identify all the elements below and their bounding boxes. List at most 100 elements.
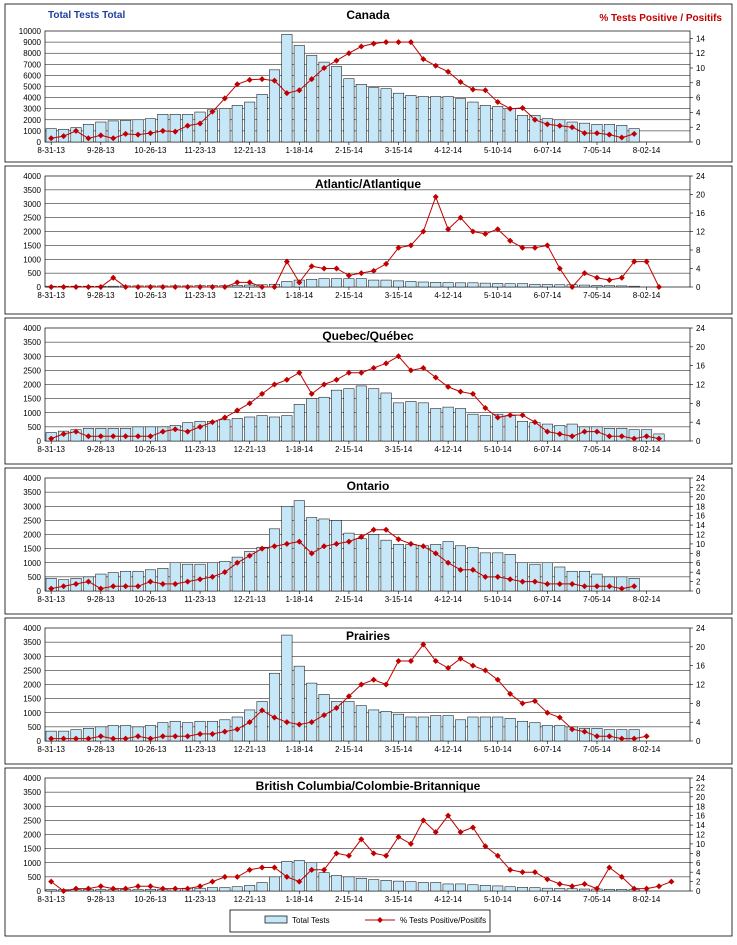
chart-title: Atlantic/Atlantique xyxy=(315,177,421,191)
bar xyxy=(529,563,541,592)
x-tick-label: 10-26-13 xyxy=(134,745,167,754)
positivity-point xyxy=(407,242,414,249)
positivity-point xyxy=(407,540,414,547)
positivity-point xyxy=(110,885,117,892)
bar xyxy=(269,876,280,892)
y-tick-label: 1000 xyxy=(23,709,41,718)
chart-title: Canada xyxy=(346,8,390,22)
y2-tick-label: 20 xyxy=(696,643,705,652)
y-tick-label: 2500 xyxy=(23,366,41,375)
y-tick-label: 10000 xyxy=(19,27,42,36)
positivity-point xyxy=(308,866,315,873)
positivity-point xyxy=(445,665,452,672)
y-tick-label: 3000 xyxy=(23,802,41,811)
positivity-point xyxy=(383,39,390,46)
positivity-point xyxy=(246,866,253,873)
bar xyxy=(281,281,293,288)
positivity-point xyxy=(469,662,476,669)
x-tick-label: 12-21-13 xyxy=(234,595,267,604)
y2-tick-label: 0 xyxy=(696,737,701,746)
positivity-point xyxy=(631,258,638,265)
positivity-point xyxy=(184,885,191,892)
positivity-point xyxy=(519,104,526,111)
bar xyxy=(306,278,318,288)
positivity-point xyxy=(197,423,204,430)
x-tick-label: 7-05-14 xyxy=(583,595,611,604)
y2-tick-label: 16 xyxy=(696,512,705,521)
bar xyxy=(492,413,504,442)
positivity-point xyxy=(122,885,129,892)
bar xyxy=(306,398,318,442)
bar xyxy=(219,419,231,442)
bar xyxy=(393,713,404,742)
y2-tick-label: 24 xyxy=(696,324,705,333)
positivity-point xyxy=(308,263,315,270)
y-tick-label: 4000 xyxy=(23,624,41,633)
y-tick-label: 1500 xyxy=(23,395,41,404)
bar xyxy=(591,573,603,592)
positivity-point xyxy=(321,543,328,550)
x-tick-label: 11-23-13 xyxy=(184,595,216,604)
positivity-point xyxy=(234,407,241,414)
positivity-point xyxy=(271,284,278,290)
positivity-point xyxy=(593,428,600,435)
positivity-point xyxy=(544,876,551,883)
x-tick-label: 9-28-13 xyxy=(87,595,115,604)
y-tick-label: 3500 xyxy=(23,788,41,797)
y2-tick-label: 4 xyxy=(696,568,701,577)
positivity-point xyxy=(531,244,538,251)
chart-title: Ontario xyxy=(347,479,390,493)
bar xyxy=(343,532,355,592)
positivity-point xyxy=(234,81,241,88)
positivity-point xyxy=(283,719,290,726)
x-tick-label: 7-05-14 xyxy=(583,895,611,904)
y-tick-label: 8000 xyxy=(23,49,41,58)
positivity-point xyxy=(469,566,476,573)
bar xyxy=(281,506,293,592)
positivity-point xyxy=(172,426,179,433)
bar xyxy=(541,887,553,892)
positivity-point xyxy=(593,130,600,137)
y2-tick-label: 4 xyxy=(696,265,701,274)
bar xyxy=(244,416,256,442)
bar xyxy=(504,415,516,442)
positivity-point xyxy=(432,657,439,664)
positivity-point xyxy=(209,730,216,737)
positivity-point xyxy=(159,580,166,587)
x-tick-label: 10-26-13 xyxy=(134,291,167,300)
y2-tick-label: 2 xyxy=(696,878,701,887)
positivity-point xyxy=(395,657,402,664)
positivity-point xyxy=(221,728,228,735)
y2-tick-label: 2 xyxy=(696,578,701,587)
positivity-point xyxy=(655,284,662,290)
positivity-point xyxy=(556,122,563,129)
positivity-point xyxy=(110,274,117,281)
x-tick-label: 7-05-14 xyxy=(583,745,611,754)
bar xyxy=(269,416,280,442)
positivity-point xyxy=(147,578,154,585)
positivity-point xyxy=(457,79,464,86)
positivity-point xyxy=(469,824,476,831)
positivity-point xyxy=(643,733,650,740)
bar xyxy=(256,701,268,742)
x-tick-label: 9-28-13 xyxy=(87,745,115,754)
x-tick-label: 8-02-14 xyxy=(633,146,661,155)
positivity-point xyxy=(110,583,117,590)
x-tick-label: 11-23-13 xyxy=(184,445,216,454)
positivity-point xyxy=(333,705,340,712)
chart-title: British Columbia/Colombie-Britannique xyxy=(256,779,481,793)
bar xyxy=(331,278,342,288)
positivity-point xyxy=(221,95,228,102)
positivity-point xyxy=(321,866,328,873)
bar xyxy=(194,420,206,442)
bar xyxy=(492,885,504,892)
positivity-point xyxy=(197,730,204,737)
positivity-point xyxy=(259,76,266,83)
positivity-point xyxy=(631,435,638,442)
y2-tick-label: 6 xyxy=(696,94,701,103)
y2-tick-label: 24 xyxy=(696,474,705,483)
positivity-point xyxy=(618,134,625,141)
bar xyxy=(380,539,392,592)
bar xyxy=(157,568,169,592)
